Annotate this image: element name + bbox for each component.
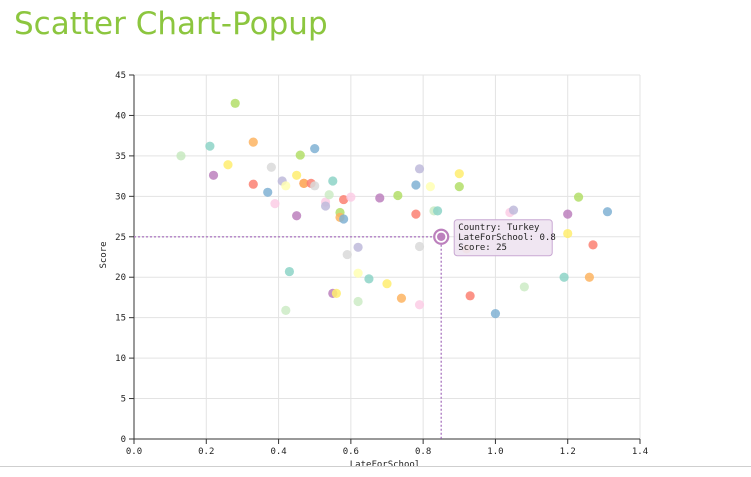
scatter-point[interactable]: [454, 169, 464, 179]
tooltip-late-for-school: LateForSchool: 0.8: [458, 233, 556, 243]
scatter-point[interactable]: [353, 242, 363, 252]
scatter-point[interactable]: [281, 181, 291, 191]
x-tick-label: 1.4: [632, 447, 648, 457]
scatter-point[interactable]: [353, 296, 363, 307]
scatter-point[interactable]: [266, 162, 276, 172]
y-tick-label: 20: [115, 273, 126, 283]
scatter-point[interactable]: [588, 240, 598, 250]
tooltip-score: Score: 25: [458, 243, 507, 253]
y-tick-label: 5: [121, 395, 126, 405]
data-points: [176, 98, 613, 319]
scatter-point[interactable]: [414, 300, 425, 310]
scatter-point[interactable]: [205, 141, 215, 151]
scatter-point[interactable]: [433, 206, 443, 216]
y-tick-label: 10: [115, 354, 126, 364]
scatter-point[interactable]: [248, 137, 258, 147]
scatter-point[interactable]: [425, 182, 435, 192]
scatter-point[interactable]: [346, 192, 356, 202]
y-tick-label: 0: [121, 435, 126, 445]
scatter-point[interactable]: [573, 192, 584, 202]
y-tick-label: 25: [115, 233, 126, 243]
scatter-point[interactable]: [230, 98, 240, 108]
y-tick-label: 45: [115, 71, 126, 81]
scatter-point[interactable]: [176, 151, 186, 161]
scatter-point[interactable]: [465, 291, 475, 301]
scatter-point[interactable]: [324, 190, 334, 200]
tooltip-country: Country: Turkey: [458, 223, 540, 233]
scatter-point[interactable]: [490, 309, 501, 319]
scatter-point[interactable]: [414, 241, 425, 252]
scatter-point[interactable]: [411, 209, 421, 219]
y-tick-label: 40: [115, 111, 126, 121]
highlighted-point[interactable]: [437, 232, 446, 241]
scatter-point[interactable]: [353, 268, 363, 278]
scatter-point[interactable]: [208, 170, 219, 180]
scatter-point[interactable]: [602, 207, 613, 217]
scatter-point[interactable]: [328, 176, 338, 186]
x-axis-ticks: 0.0 0.2 0.4 0.6 0.8 1.0 1.2 1.4: [126, 439, 648, 457]
page-title: Scatter Chart-Popup: [14, 6, 328, 42]
hover-guide-lines: [134, 236, 442, 439]
x-tick-label: 0.8: [415, 447, 431, 457]
scatter-point[interactable]: [563, 209, 573, 219]
tooltip-popup: Country: Turkey LateForSchool: 0.8 Score…: [453, 219, 556, 257]
scatter-point[interactable]: [396, 293, 407, 303]
y-axis-label: Score: [99, 241, 109, 268]
scatter-point[interactable]: [284, 266, 295, 277]
scatter-point[interactable]: [393, 190, 403, 201]
scatter-point[interactable]: [414, 164, 425, 174]
x-tick-label: 0.6: [343, 447, 359, 457]
scatter-point[interactable]: [454, 182, 464, 192]
scatter-point[interactable]: [270, 199, 280, 209]
scatter-point[interactable]: [382, 279, 392, 289]
y-tick-label: 30: [115, 192, 126, 202]
scatter-point[interactable]: [411, 180, 421, 190]
scatter-point[interactable]: [310, 144, 320, 154]
scatter-point[interactable]: [320, 201, 331, 211]
scatter-point[interactable]: [263, 187, 273, 197]
x-tick-label: 0.0: [126, 447, 142, 457]
y-tick-label: 35: [115, 152, 126, 162]
scatter-point[interactable]: [281, 305, 291, 315]
scatter-point[interactable]: [339, 214, 349, 224]
scatter-point[interactable]: [364, 274, 374, 284]
scatter-point[interactable]: [584, 272, 595, 282]
scatter-point[interactable]: [563, 228, 573, 239]
grid-lines: [133, 74, 641, 440]
scatter-point[interactable]: [299, 178, 309, 188]
tooltip-box: [453, 219, 553, 257]
scatter-point[interactable]: [248, 179, 258, 189]
x-tick-label: 1.0: [487, 447, 503, 457]
y-axis-ticks: 0 5 10 15 20 25 30 35 40 45: [115, 71, 134, 445]
scatter-point[interactable]: [331, 288, 341, 298]
scatter-point[interactable]: [295, 150, 305, 160]
scatter-point[interactable]: [339, 194, 349, 205]
scatter-point[interactable]: [310, 181, 320, 191]
axes: [133, 75, 640, 440]
scatter-point[interactable]: [519, 282, 529, 292]
x-axis-label: LateForSchool: [350, 460, 420, 470]
scatter-point[interactable]: [292, 211, 302, 221]
x-tick-label: 0.4: [270, 447, 286, 457]
scatter-point[interactable]: [342, 249, 352, 260]
x-tick-label: 0.2: [198, 447, 214, 457]
scatter-point[interactable]: [292, 170, 302, 180]
scatter-point[interactable]: [375, 193, 385, 203]
y-tick-label: 15: [115, 314, 126, 324]
scatter-point[interactable]: [223, 160, 233, 170]
scatter-point[interactable]: [559, 272, 569, 282]
x-tick-label: 1.2: [560, 447, 576, 457]
bottom-divider: [0, 466, 751, 467]
scatter-point[interactable]: [508, 205, 519, 215]
